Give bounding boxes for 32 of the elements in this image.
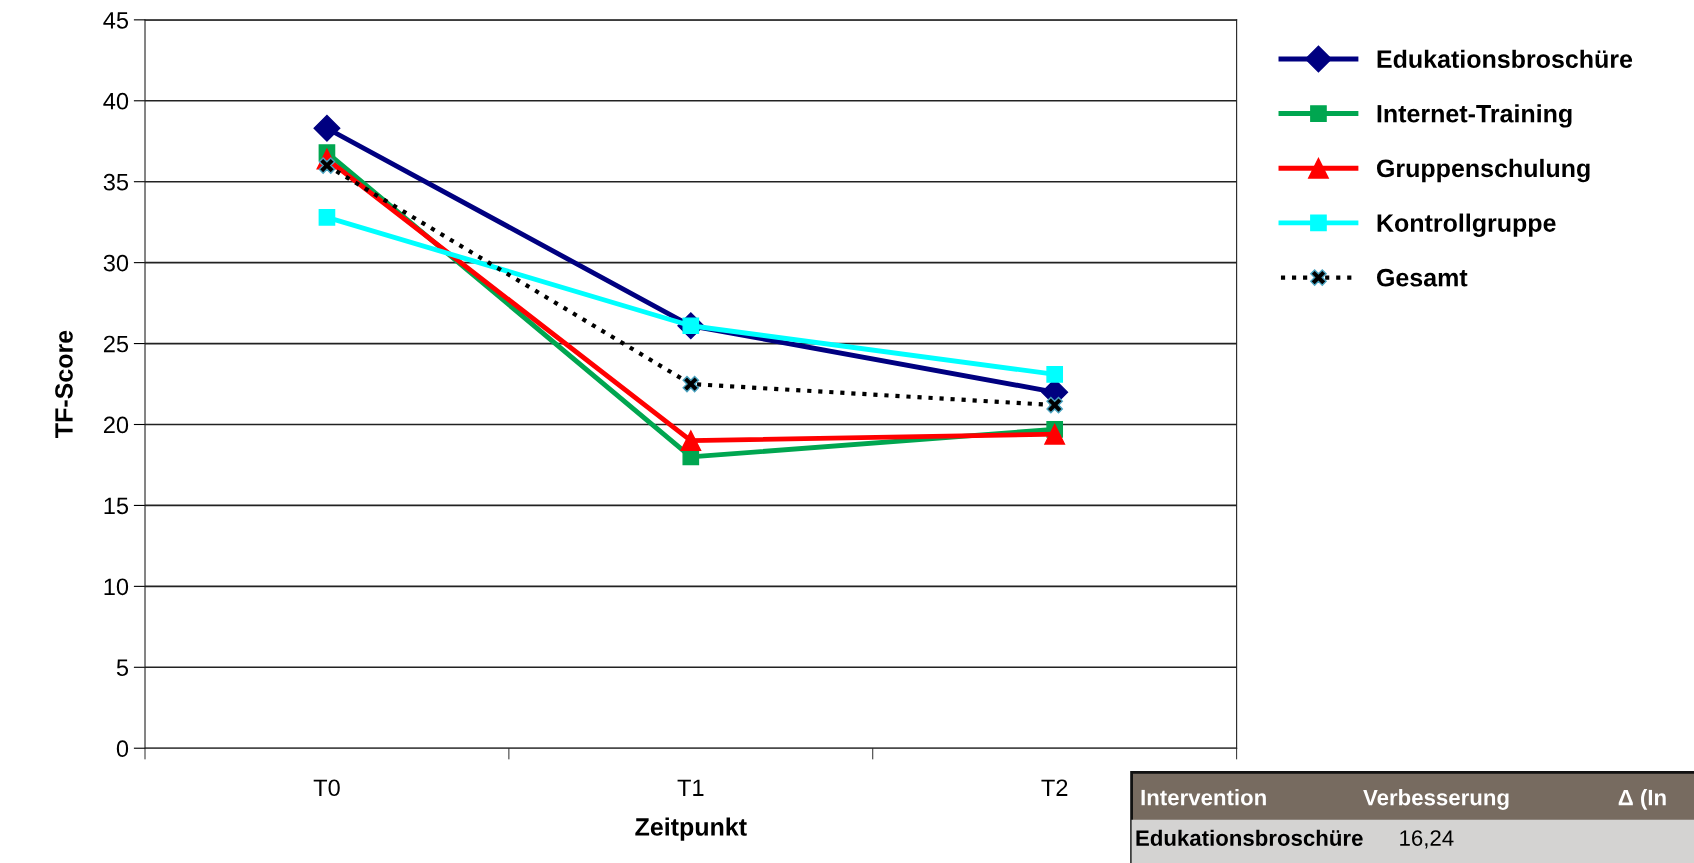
y-tick-label: 5 <box>116 659 129 677</box>
y-tick-label: 35 <box>103 173 129 191</box>
y-tick-label: 30 <box>103 254 129 272</box>
y-tick-label: 10 <box>104 578 129 596</box>
y-tick-label: 25 <box>103 335 129 353</box>
legend-label: Kontrollgruppe <box>1377 213 1556 237</box>
text: Edukationsbroschüre <box>1136 829 1363 846</box>
x-tick-label: T2 <box>1041 779 1068 796</box>
point <box>682 375 700 393</box>
text: Δ (In <box>1618 789 1666 810</box>
point <box>313 114 341 142</box>
y-tick-label: 20 <box>103 416 129 434</box>
legend-label: Internet-Training <box>1377 104 1572 128</box>
y-tick-label: 40 <box>103 92 129 110</box>
y-axis-title: TF-Score <box>55 330 73 438</box>
x-tick-label: T1 <box>677 779 704 796</box>
point <box>1044 423 1066 445</box>
legend-label: Gruppenschulung <box>1376 158 1590 183</box>
point <box>318 208 336 226</box>
point <box>1046 365 1064 383</box>
text: Verbesserung <box>1363 789 1509 810</box>
y-tick-label: 15 <box>104 497 129 515</box>
x-tick-label: T0 <box>313 779 340 797</box>
text: Intervention <box>1141 789 1266 806</box>
text: 16,24 <box>1400 830 1454 849</box>
x-axis-title: Zeitpunkt <box>635 817 747 841</box>
y-tick-label: 0 <box>116 740 129 758</box>
point <box>680 430 702 452</box>
point <box>1046 396 1064 414</box>
legend-label: Gesamt <box>1376 268 1468 287</box>
legend-label: Edukationsbroschüre <box>1377 49 1633 68</box>
y-tick-label: 45 <box>103 12 129 29</box>
